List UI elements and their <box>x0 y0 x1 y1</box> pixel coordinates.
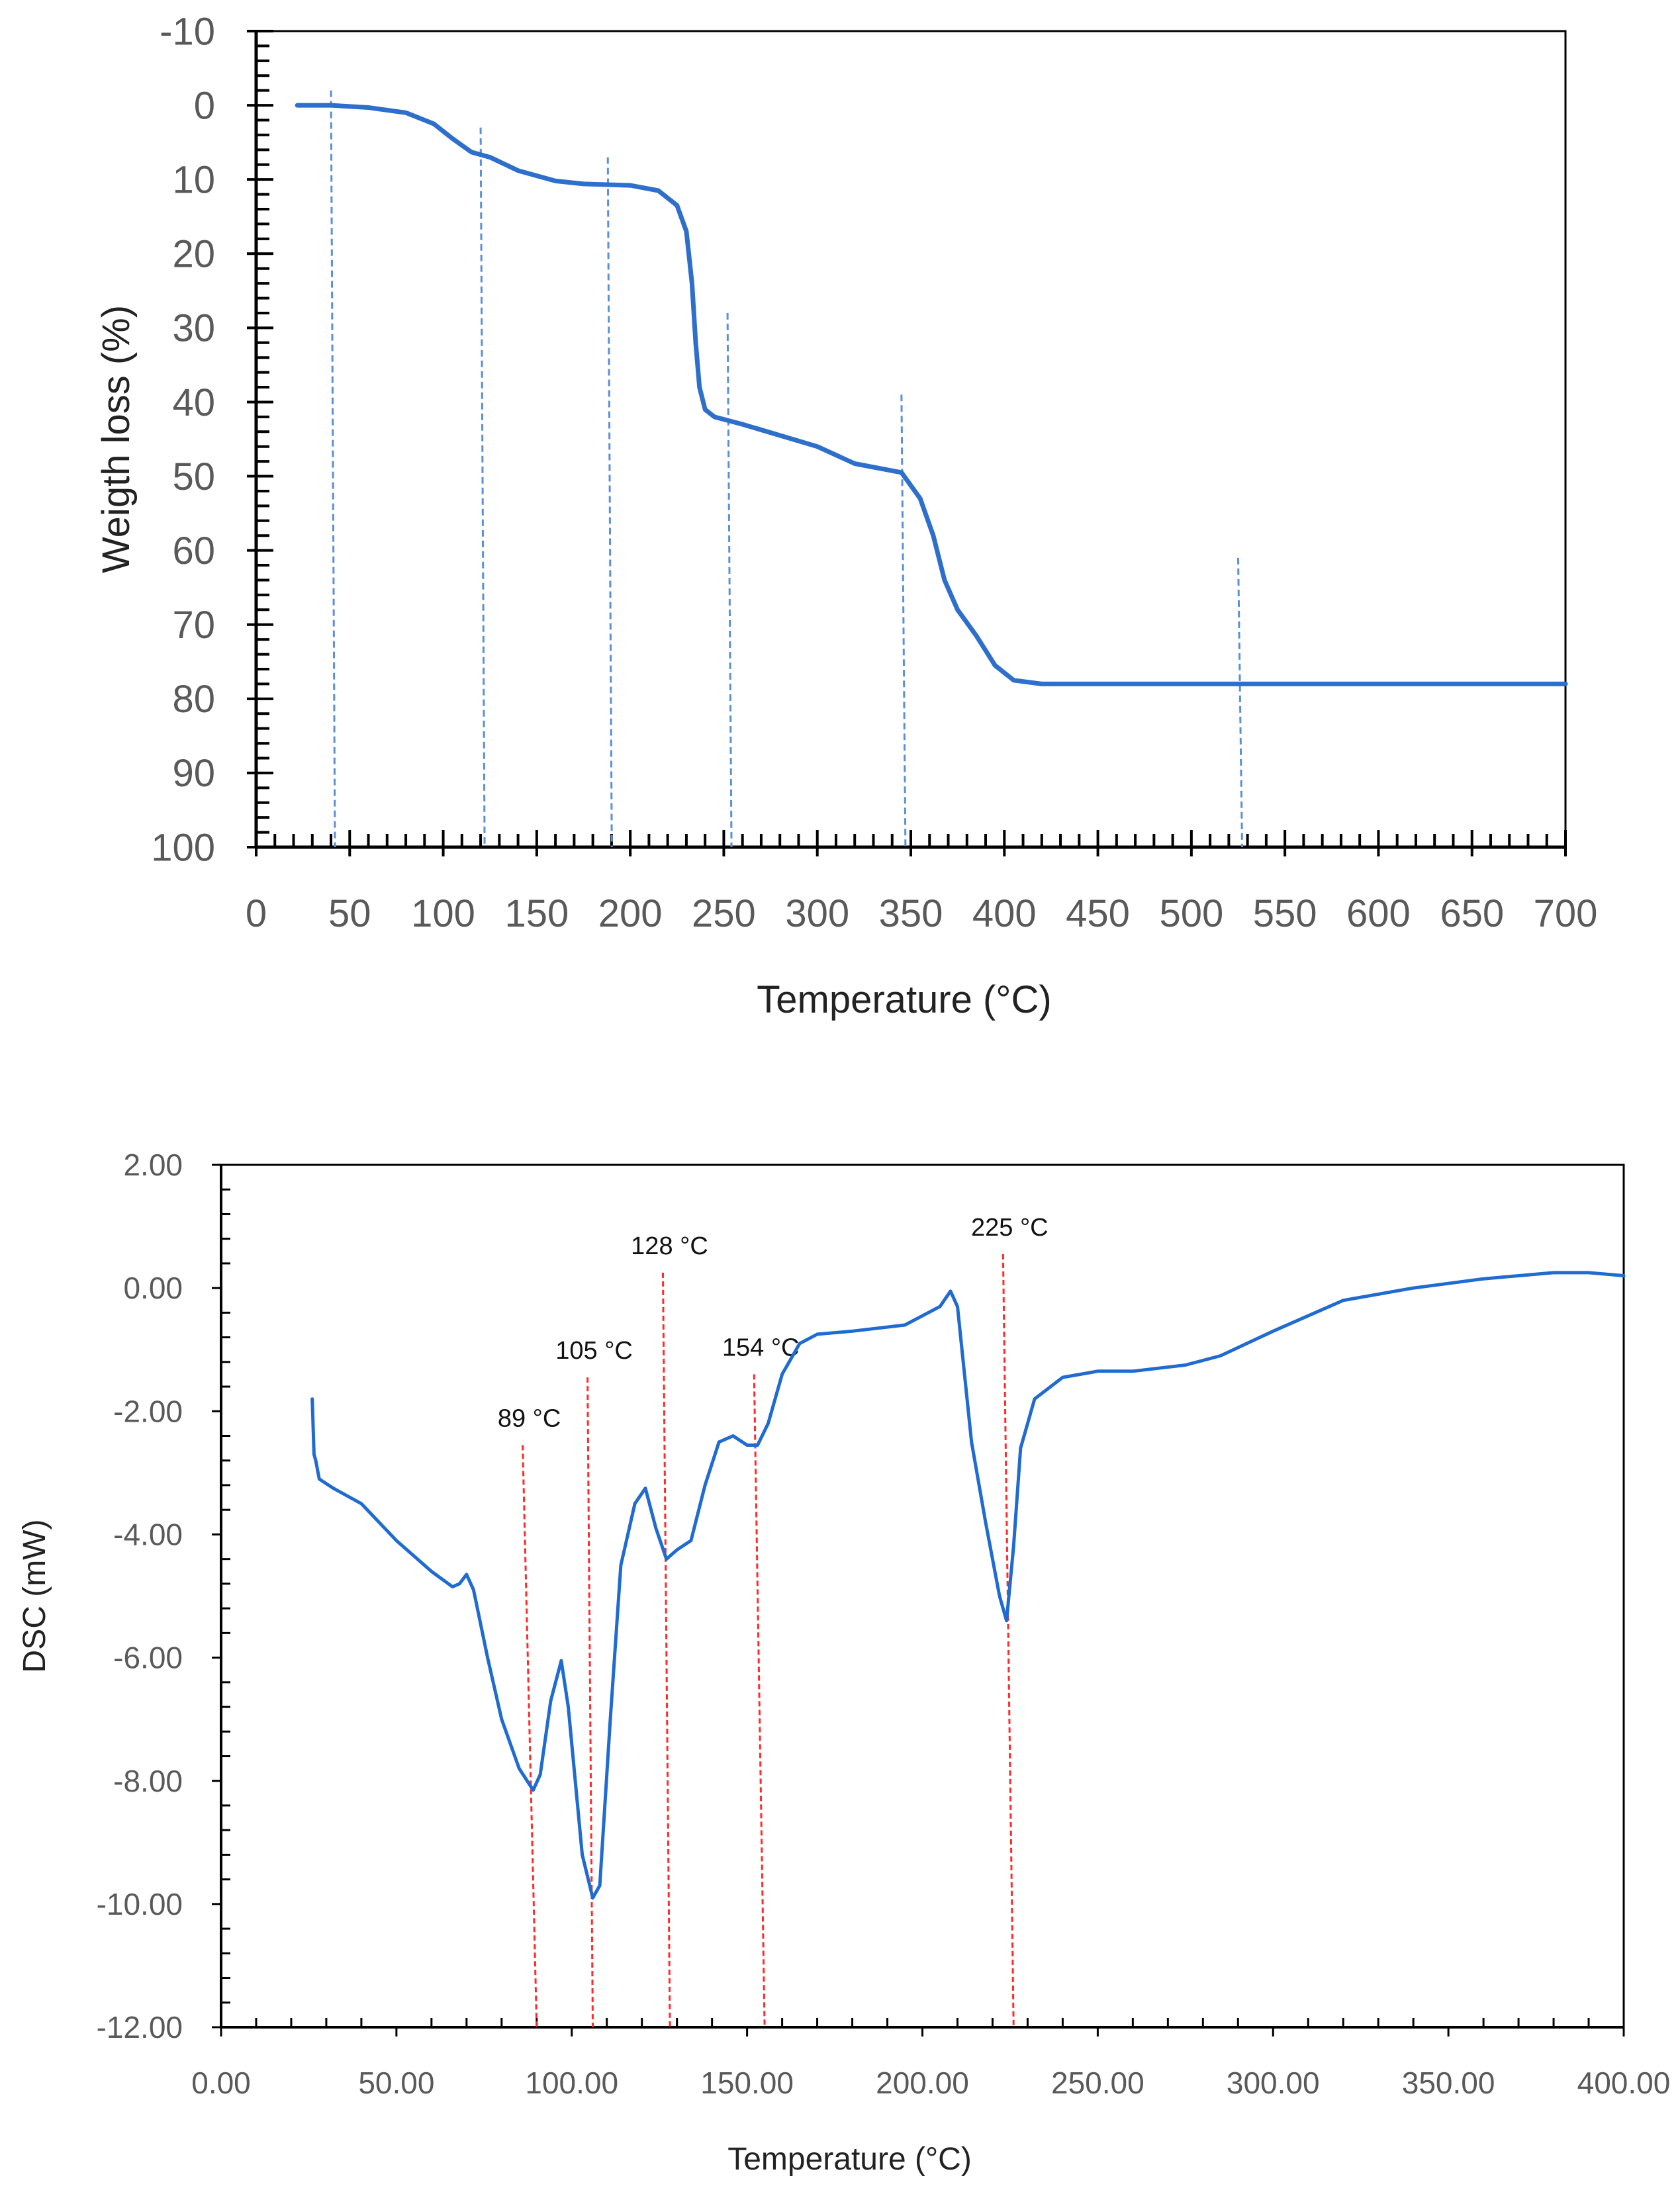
x-tick-label: 0.00 <box>191 2066 251 2100</box>
x-tick-label: 400.00 <box>1577 2066 1671 2100</box>
x-tick-label: 400 <box>972 892 1037 935</box>
y-tick-label: 50 <box>172 455 215 498</box>
reference-line <box>1237 557 1243 848</box>
y-tick-label: 40 <box>172 381 215 424</box>
x-tick-label: 700 <box>1534 892 1598 935</box>
y-tick-label: 0.00 <box>123 1271 183 1305</box>
x-tick-label: 650 <box>1440 892 1504 935</box>
x-axis-title: Temperature (°C) <box>727 2142 972 2177</box>
dsc-chart: 2.00 0.00 -2.00 -4.00 -6.00 -8.00 -10.00 -12.00… <box>17 1148 1670 2177</box>
y-tick-label: -2.00 <box>113 1394 183 1428</box>
y-tick-label: 2.00 <box>123 1148 183 1182</box>
x-tick-label: 300.00 <box>1227 2066 1320 2100</box>
peak-marker-line <box>1002 1254 1015 2028</box>
x-tick-label: 100 <box>411 892 475 935</box>
plot-frame <box>220 1164 1625 2029</box>
x-tick-label: 350 <box>879 892 943 935</box>
x-tick-label: 150 <box>504 892 569 935</box>
x-tick-label: 50 <box>328 892 371 935</box>
peak-label: 128 °C <box>631 1232 708 1260</box>
y-axis-title: Weigth loss (%) <box>95 305 138 573</box>
y-tick-label: 60 <box>172 529 215 572</box>
x-tick-label: 150.00 <box>700 2066 794 2100</box>
y-tick-label: -4.00 <box>113 1518 183 1552</box>
reference-line <box>330 90 336 848</box>
x-axis-title: Temperature (°C) <box>757 978 1051 1021</box>
y-tick-label: -8.00 <box>113 1764 183 1798</box>
peak-label: 105 °C <box>555 1337 633 1365</box>
peak-marker-line <box>661 1272 671 2028</box>
peak-label: 154 °C <box>722 1334 800 1361</box>
y-tick-label: -6.00 <box>113 1641 183 1675</box>
y-tick-label: 90 <box>172 752 215 795</box>
y-tick-label: 70 <box>172 604 215 647</box>
plot-frame <box>255 30 1567 848</box>
y-tick-label: -12.00 <box>97 2010 183 2044</box>
data-line <box>310 1271 1626 1900</box>
x-tick-label: 600 <box>1346 892 1411 935</box>
reference-line <box>900 394 907 848</box>
x-tick-label: 250 <box>692 892 756 935</box>
y-tick-label: 0 <box>194 84 215 127</box>
x-tick-label: 350.00 <box>1402 2066 1495 2100</box>
x-tick-label: 200.00 <box>876 2066 969 2100</box>
x-tick-label: 300 <box>785 892 849 935</box>
x-tick-label: 500 <box>1159 892 1223 935</box>
peak-marker-line <box>522 1445 538 2028</box>
y-tick-label: 80 <box>172 678 215 721</box>
x-tick-label: 250.00 <box>1051 2066 1144 2100</box>
x-tick-label: 550 <box>1253 892 1317 935</box>
y-tick-label: 20 <box>172 233 215 276</box>
y-tick-label: 100 <box>151 826 215 869</box>
reference-line <box>606 157 613 848</box>
peak-marker-line <box>586 1377 594 2028</box>
tga-chart: -10 0 10 20 30 40 50 60 70 80 90 100 0 50 100 150 200 250… <box>95 10 1597 1021</box>
x-tick-label: 200 <box>598 892 663 935</box>
y-tick-label: 10 <box>172 158 215 201</box>
x-tick-label: 450 <box>1066 892 1130 935</box>
y-tick-label: 30 <box>172 307 215 350</box>
data-line <box>295 103 1568 686</box>
peak-label: 89 °C <box>498 1404 561 1432</box>
y-tick-label: -10 <box>160 10 215 53</box>
peak-label: 225 °C <box>971 1214 1049 1242</box>
x-tick-label: 0 <box>246 892 267 935</box>
reference-line <box>726 312 733 848</box>
y-axis-title: DSC (mW) <box>17 1520 52 1673</box>
x-tick-label: 50.00 <box>358 2066 434 2100</box>
x-tick-label: 100.00 <box>525 2066 618 2100</box>
peak-marker-line <box>753 1374 766 2028</box>
reference-line <box>479 127 486 848</box>
y-tick-label: -10.00 <box>97 1887 183 1921</box>
